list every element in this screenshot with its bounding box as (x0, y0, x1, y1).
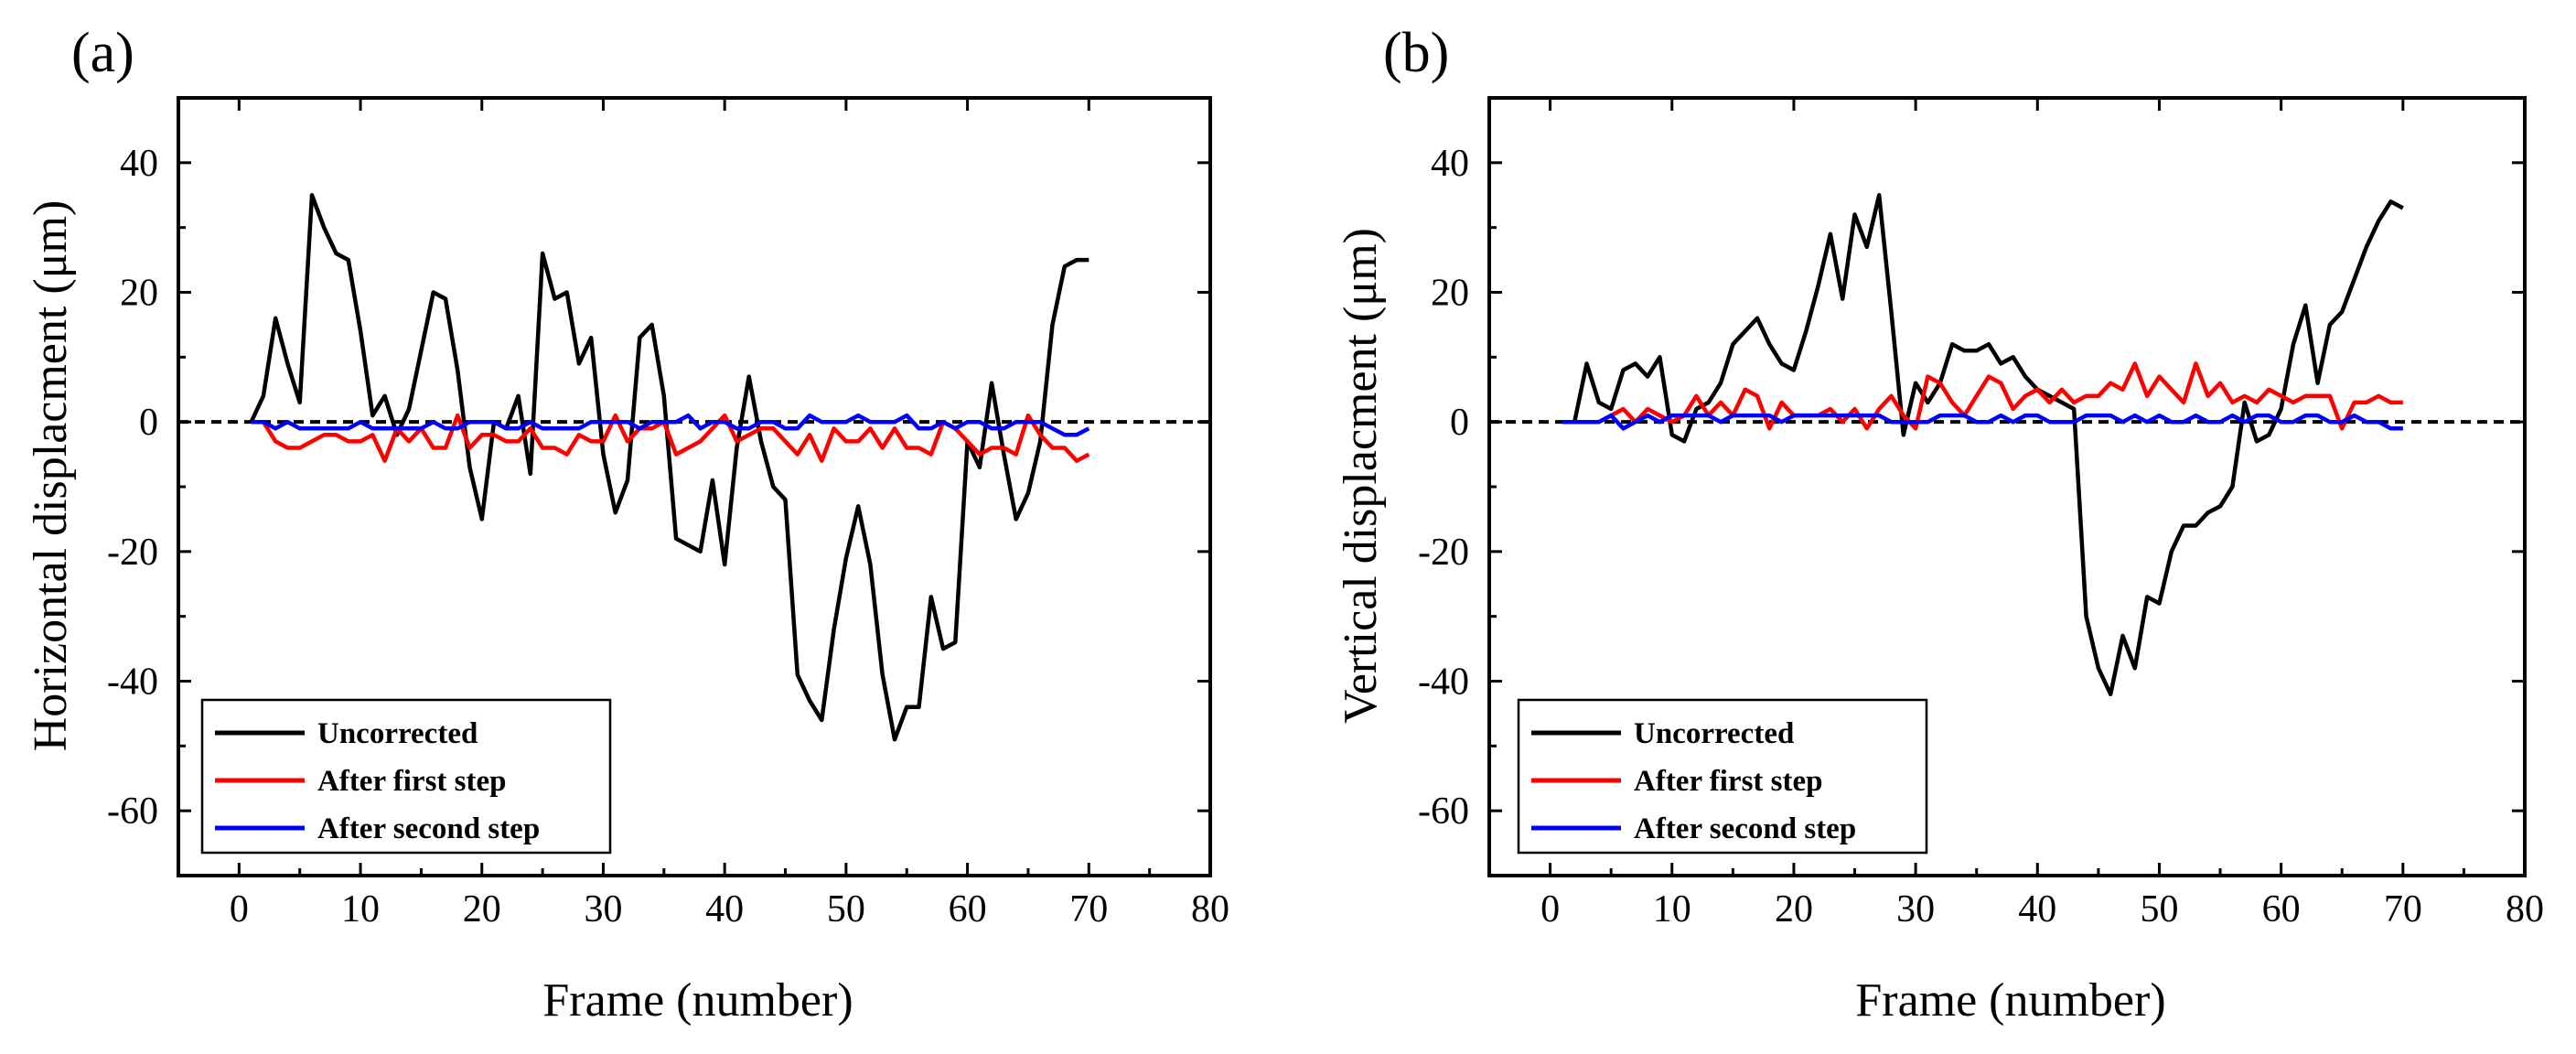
legend-label: After first step (317, 765, 506, 798)
x-tick-label: 50 (2140, 888, 2178, 930)
x-tick-label: 40 (2018, 888, 2056, 930)
legend-label: After first step (1634, 765, 1822, 798)
y-tick-label: -60 (1418, 790, 1469, 833)
x-tick-label: 30 (584, 888, 622, 930)
x-tick-label: 50 (827, 888, 865, 930)
y-tick-label: 40 (1431, 143, 1469, 185)
x-tick-label: 0 (230, 888, 249, 930)
legend: Uncorrected After first step After second … (200, 698, 612, 855)
x-axis-title-b: Frame (number) (1855, 974, 2165, 1027)
x-tick-label: 20 (1775, 888, 1813, 930)
y-axis-title-a: Horizontal displacment (μm) (25, 200, 77, 752)
series-line-1 (1562, 193, 2404, 696)
y-tick-label: 20 (120, 273, 158, 315)
y-tick-label: 20 (1431, 273, 1469, 315)
x-tick-label: 80 (2506, 888, 2544, 930)
x-tick-label: 60 (949, 888, 987, 930)
y-tick-label: -20 (107, 532, 158, 574)
legend-label: Uncorrected (1634, 717, 1794, 750)
y-tick-label: -40 (107, 661, 158, 704)
legend-label: Uncorrected (317, 717, 478, 750)
x-tick-label: 70 (1069, 888, 1108, 930)
x-tick-label: 80 (1191, 888, 1229, 930)
x-tick-label: 70 (2384, 888, 2422, 930)
x-tick-label: 10 (1653, 888, 1691, 930)
y-tick-label: -20 (1418, 532, 1469, 574)
x-axis-title-a: Frame (number) (542, 974, 853, 1027)
panel-label-a: (a) (71, 22, 134, 84)
x-tick-label: 60 (2262, 888, 2301, 930)
y-tick-label: -40 (1418, 661, 1469, 704)
y-tick-label: 0 (1450, 402, 1469, 444)
x-tick-label: 10 (341, 888, 380, 930)
series-line-3 (251, 413, 1090, 437)
y-tick-label: 40 (120, 143, 158, 185)
x-tick-label: 40 (705, 888, 744, 930)
chart-panel-b: (b) Vertical displacment (μm) Frame (num… (1335, 22, 2544, 1027)
series-line-3 (1562, 413, 2403, 431)
y-tick-label: -60 (107, 790, 158, 833)
panel-label-b: (b) (1383, 22, 1449, 84)
legend: Uncorrected After first step After second … (1517, 698, 1928, 855)
series-line-2 (1562, 361, 2403, 431)
series-line-1 (249, 193, 1089, 742)
chart-panel-a: (a) Horizontal displacment (μm) Frame (n… (25, 22, 1229, 1027)
x-tick-label: 30 (1896, 888, 1935, 930)
legend-label: After second step (1634, 812, 1856, 845)
y-axis-title-b: Vertical displacment (μm) (1335, 228, 1387, 724)
legend-label: After second step (317, 812, 540, 845)
x-tick-label: 20 (463, 888, 501, 930)
x-tick-label: 0 (1540, 888, 1560, 930)
y-tick-label: 0 (139, 402, 158, 444)
